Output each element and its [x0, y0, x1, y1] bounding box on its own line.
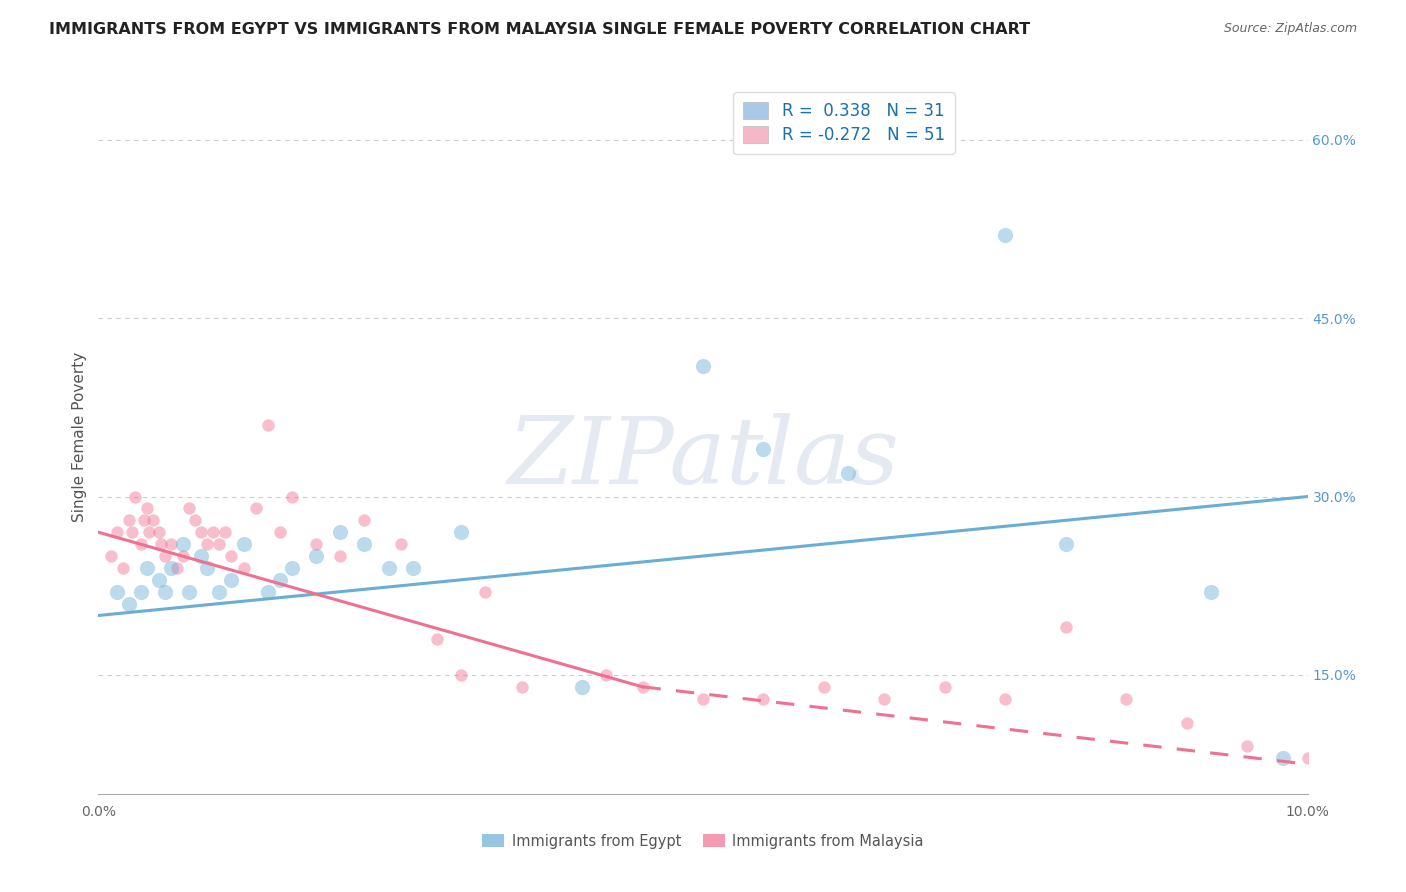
Point	[353, 513, 375, 527]
Point	[426, 632, 449, 647]
Point	[752, 691, 775, 706]
Point	[179, 584, 201, 599]
Point	[595, 668, 617, 682]
Point	[172, 537, 194, 551]
Point	[184, 513, 207, 527]
Point	[1115, 691, 1137, 706]
Point	[305, 549, 328, 563]
Point	[150, 537, 173, 551]
Point	[190, 549, 212, 563]
Point	[402, 561, 425, 575]
Point	[208, 584, 231, 599]
Point	[148, 525, 170, 540]
Point	[118, 597, 141, 611]
Point	[129, 537, 152, 551]
Point	[148, 573, 170, 587]
Point	[305, 537, 328, 551]
Point	[245, 501, 267, 516]
Point	[692, 691, 714, 706]
Point	[474, 584, 496, 599]
Point	[100, 549, 122, 563]
Point	[190, 525, 212, 540]
Point	[1175, 715, 1198, 730]
Point	[1054, 537, 1077, 551]
Point	[166, 561, 188, 575]
Point	[232, 561, 254, 575]
Point	[752, 442, 775, 456]
Point	[208, 537, 231, 551]
Point	[1296, 751, 1319, 765]
Point	[510, 680, 533, 694]
Point	[160, 561, 183, 575]
Point	[153, 549, 176, 563]
Point	[353, 537, 375, 551]
Point	[111, 561, 134, 575]
Point	[135, 501, 157, 516]
Point	[269, 573, 291, 587]
Legend: Immigrants from Egypt, Immigrants from Malaysia: Immigrants from Egypt, Immigrants from M…	[477, 828, 929, 855]
Point	[837, 466, 859, 480]
Point	[450, 525, 472, 540]
Point	[994, 691, 1017, 706]
Text: ZIPatlas: ZIPatlas	[508, 414, 898, 503]
Point	[142, 513, 165, 527]
Point	[153, 584, 176, 599]
Point	[221, 573, 243, 587]
Point	[124, 490, 146, 504]
Point	[221, 549, 243, 563]
Point	[160, 537, 183, 551]
Point	[1199, 584, 1222, 599]
Text: Source: ZipAtlas.com: Source: ZipAtlas.com	[1223, 22, 1357, 36]
Point	[281, 561, 304, 575]
Point	[256, 584, 278, 599]
Point	[994, 227, 1017, 242]
Text: IMMIGRANTS FROM EGYPT VS IMMIGRANTS FROM MALAYSIA SINGLE FEMALE POVERTY CORRELAT: IMMIGRANTS FROM EGYPT VS IMMIGRANTS FROM…	[49, 22, 1031, 37]
Point	[571, 680, 593, 694]
Point	[195, 561, 218, 575]
Point	[232, 537, 254, 551]
Point	[195, 537, 218, 551]
Point	[269, 525, 291, 540]
Point	[873, 691, 896, 706]
Point	[118, 513, 141, 527]
Point	[256, 418, 278, 433]
Point	[631, 680, 654, 694]
Point	[934, 680, 956, 694]
Point	[179, 501, 201, 516]
Point	[389, 537, 412, 551]
Point	[214, 525, 236, 540]
Point	[202, 525, 225, 540]
Point	[450, 668, 472, 682]
Point	[138, 525, 160, 540]
Point	[377, 561, 399, 575]
Y-axis label: Single Female Poverty: Single Female Poverty	[72, 352, 87, 522]
Point	[813, 680, 835, 694]
Point	[1236, 739, 1258, 754]
Point	[329, 549, 352, 563]
Point	[121, 525, 143, 540]
Point	[135, 561, 157, 575]
Point	[281, 490, 304, 504]
Point	[172, 549, 194, 563]
Point	[129, 584, 152, 599]
Point	[105, 584, 128, 599]
Point	[329, 525, 352, 540]
Point	[1272, 751, 1295, 765]
Point	[692, 359, 714, 373]
Point	[1054, 620, 1077, 634]
Point	[134, 513, 156, 527]
Point	[105, 525, 128, 540]
